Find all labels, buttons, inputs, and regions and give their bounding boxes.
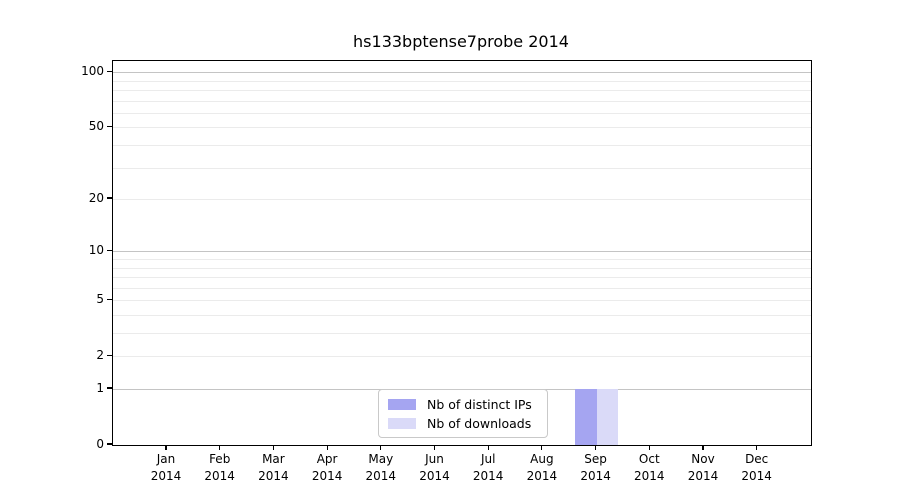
x-tick-mark (595, 445, 597, 450)
y-tick-mark (107, 197, 112, 199)
y-tick-label: 2 (96, 348, 104, 363)
y-tick-mark (107, 298, 112, 300)
y-gridline-minor (113, 277, 811, 278)
y-gridline-minor (113, 80, 811, 82)
y-gridline-minor (113, 259, 811, 260)
y-gridline-major (113, 72, 811, 74)
chart-title: hs133bptense7probe 2014 (353, 32, 569, 51)
y-tick-label: 0 (96, 437, 104, 451)
bar-nb-of-downloads-sep-2014 (596, 389, 619, 445)
y-gridline-minor (113, 315, 811, 316)
x-tick-label: Sep 2014 (580, 452, 611, 483)
bar-nb-of-distinct-ips-sep-2014 (575, 389, 597, 445)
y-tick-mark (107, 387, 112, 389)
x-tick-label: Aug 2014 (526, 452, 558, 483)
x-tick-label: Oct 2014 (634, 452, 665, 483)
y-gridline-minor (113, 333, 811, 334)
x-tick-label: Nov 2014 (687, 452, 719, 483)
x-tick-label: Jul 2014 (472, 452, 504, 483)
y-tick-label: 100 (81, 64, 104, 79)
x-tick-mark (648, 445, 650, 450)
legend-swatch-downloads (388, 418, 416, 429)
y-tick-mark (107, 249, 112, 251)
legend-label-distinct-ips: Nb of distinct IPs (427, 397, 532, 412)
y-tick-label: 5 (96, 292, 104, 307)
x-tick-mark (380, 445, 382, 450)
y-tick-mark (107, 125, 112, 127)
legend-label-downloads: Nb of downloads (427, 416, 532, 431)
y-gridline-minor (113, 167, 811, 169)
x-tick-mark (219, 445, 221, 450)
y-tick-label: 20 (88, 191, 104, 205)
x-tick-label: Jan 2014 (150, 452, 182, 483)
x-tick-label: May 2014 (365, 452, 397, 483)
plot-area: Nb of distinct IPs Nb of downloads (112, 60, 812, 446)
legend-swatch-distinct-ips (388, 399, 416, 410)
x-tick-mark (433, 445, 436, 450)
y-gridline-minor (113, 300, 811, 302)
y-gridline-minor (113, 89, 811, 91)
y-tick-label: 10 (88, 243, 104, 258)
y-tick-mark (107, 443, 112, 445)
y-tick-mark (107, 354, 112, 356)
x-tick-mark (541, 445, 543, 450)
x-tick-label: Jun 2014 (419, 452, 450, 483)
legend-item-downloads: Nb of downloads (388, 415, 538, 432)
y-gridline-minor (113, 267, 811, 269)
legend: Nb of distinct IPs Nb of downloads (378, 389, 548, 438)
y-gridline-major (113, 251, 811, 253)
legend-item-distinct-ips: Nb of distinct IPs (388, 396, 538, 413)
y-gridline-minor (113, 144, 811, 146)
y-gridline-minor (113, 100, 811, 102)
x-tick-mark (702, 445, 704, 450)
x-tick-mark (756, 445, 758, 450)
x-tick-label: Mar 2014 (258, 452, 289, 483)
x-tick-mark (272, 445, 274, 450)
x-tick-label: Apr 2014 (311, 452, 343, 483)
x-tick-mark (487, 445, 489, 450)
x-tick-label: Dec 2014 (741, 452, 772, 483)
y-gridline-minor (113, 287, 811, 289)
y-tick-mark (107, 70, 112, 72)
x-tick-label: Feb 2014 (204, 452, 235, 483)
x-tick-mark (326, 445, 328, 450)
y-gridline-minor (113, 112, 811, 114)
y-gridline-minor (113, 199, 811, 200)
y-tick-label: 1 (96, 381, 104, 395)
y-gridline-minor (113, 127, 811, 129)
y-tick-label: 50 (88, 119, 104, 134)
x-tick-mark (165, 445, 167, 450)
y-gridline-minor (113, 356, 811, 358)
